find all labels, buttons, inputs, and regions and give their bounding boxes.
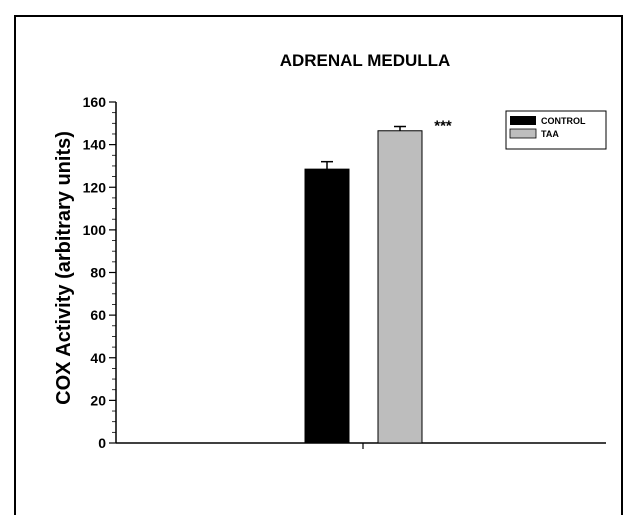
y-tick-label: 120: [83, 179, 107, 195]
y-tick-label: 140: [83, 137, 107, 153]
y-axis-label: COX Activity (arbitrary units): [53, 131, 75, 405]
y-tick-label: 160: [83, 94, 107, 110]
y-tick-label: 80: [90, 265, 106, 281]
chart-title: ADRENAL MEDULLA: [280, 51, 451, 70]
y-tick-label: 40: [90, 350, 106, 366]
y-tick-label: 20: [90, 392, 106, 408]
legend-label-control: CONTROL: [541, 116, 586, 126]
significance-marker: ***: [434, 118, 452, 135]
y-tick-label: 60: [90, 307, 106, 323]
bar-control: [304, 168, 350, 444]
y-tick-label: 0: [98, 435, 106, 451]
bar-chart: ADRENAL MEDULLA COX Activity (arbitrary …: [53, 51, 607, 451]
bar-taa: [377, 130, 423, 444]
y-tick-label: 100: [83, 222, 107, 238]
legend: CONTROL TAA: [505, 110, 607, 150]
figure-frame: [14, 15, 623, 515]
legend-swatch-control: [510, 116, 536, 125]
legend-swatch-taa: [509, 128, 537, 139]
bars-group: [304, 125, 423, 444]
annotations: ***: [434, 118, 452, 135]
y-axis-ticks: 0 20 40 60 80 100 120 140 160: [83, 94, 116, 451]
legend-label-taa: TAA: [541, 129, 559, 139]
